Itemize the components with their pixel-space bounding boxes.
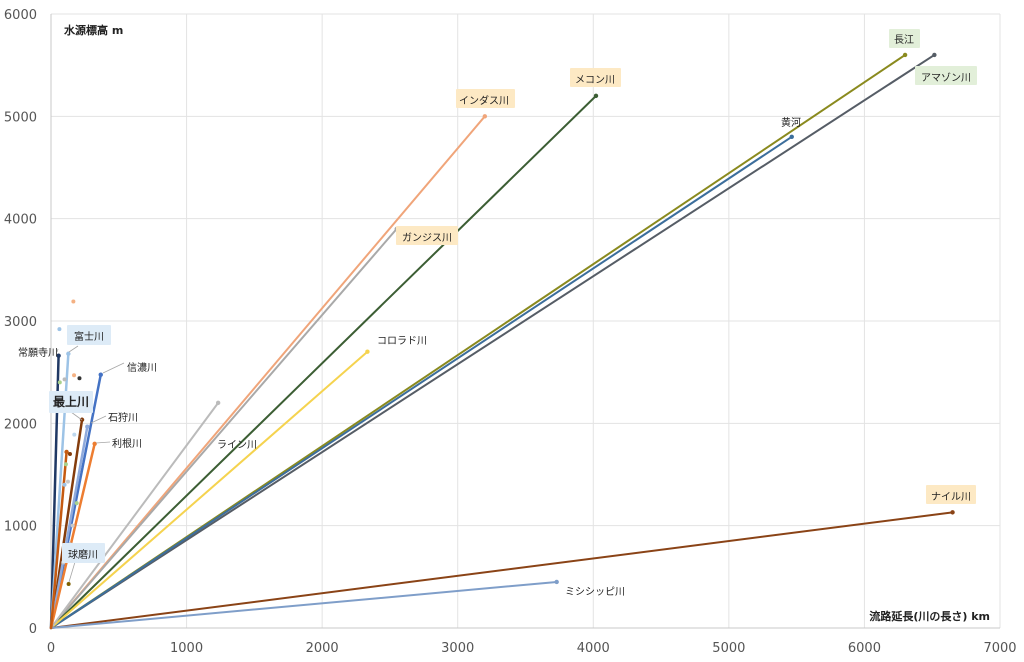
y-tick-label: 5000: [4, 110, 37, 125]
background-point: [57, 327, 62, 332]
label-leader-line: [68, 561, 76, 583]
y-tick-label: 6000: [4, 8, 37, 23]
series-label: 石狩川: [108, 411, 138, 424]
tick-layer: 0 1000 2000 3000 4000 5000 6000 7000 0 1000 2000 30…: [4, 8, 1017, 656]
series-endpoint: [950, 510, 955, 515]
series-line: [49, 442, 96, 630]
series-line: [50, 227, 398, 629]
x-tick-label: 7000: [983, 641, 1016, 656]
series-label: 富士川: [74, 330, 104, 343]
series-endpoint: [56, 353, 61, 358]
x-tick-label: 6000: [848, 641, 881, 656]
series-label: アマゾン川: [921, 72, 971, 84]
series-label: ガンジス川: [402, 232, 452, 244]
x-tick-label: 1000: [170, 641, 203, 656]
series-label: コロラド川: [377, 335, 427, 347]
series-label-box: [456, 89, 515, 108]
series-label-box: [915, 66, 977, 85]
x-axis-title: 流路延長(川の長さ) km: [869, 609, 990, 623]
series-label: 長江: [894, 34, 914, 46]
series-line: [50, 94, 597, 629]
series-label-box: [49, 391, 93, 413]
background-point: [66, 581, 71, 586]
background-point: [65, 479, 70, 484]
y-tick-label: 0: [29, 622, 37, 637]
series-label: インダス川: [459, 94, 509, 107]
series-label: ライン川: [217, 439, 257, 451]
series-label-box: [889, 29, 920, 48]
background-point: [74, 501, 79, 506]
background-point: [67, 452, 72, 457]
label-leader-line: [90, 415, 107, 424]
background-point: [71, 299, 76, 304]
x-tick-label: 2000: [306, 641, 339, 656]
series-endpoint: [593, 93, 599, 99]
background-point: [72, 373, 77, 378]
series-endpoint: [92, 441, 97, 446]
series-label: 球磨川: [68, 548, 98, 561]
series-line: [50, 115, 486, 629]
series-endpoint: [365, 349, 370, 354]
background-point: [63, 462, 68, 467]
label-leader-line: [56, 348, 59, 353]
x-tick-label: 4000: [577, 641, 610, 656]
series-label-box: [926, 485, 976, 504]
series-label: メコン川: [575, 75, 615, 86]
label-leader-line: [70, 411, 83, 421]
series-endpoint: [554, 579, 559, 585]
series-endpoint: [482, 114, 488, 119]
series-line: [49, 450, 68, 630]
series-endpoint: [98, 372, 103, 377]
x-tick-label: 5000: [712, 641, 745, 656]
grid-layer: [50, 13, 1001, 629]
x-tick-label: 0: [47, 641, 55, 656]
series-endpoint: [902, 52, 908, 58]
background-point: [62, 377, 67, 382]
series-label-box: [396, 226, 458, 245]
background-point: [57, 380, 62, 385]
series-label: 黄河: [781, 116, 801, 129]
series-label: 最上川: [53, 394, 89, 409]
series-label: ナイル川: [931, 491, 971, 503]
background-point: [72, 432, 77, 437]
series-line: [50, 511, 954, 629]
y-tick-label: 1000: [4, 520, 37, 535]
series-label: ミシシッピ川: [565, 586, 625, 598]
series-layer: [49, 52, 955, 630]
series-label: 利根川: [112, 437, 142, 450]
series-line: [49, 425, 89, 630]
y-tick-label: 3000: [4, 315, 37, 330]
y-tick-label: 4000: [4, 213, 37, 228]
series-endpoint: [215, 400, 221, 406]
series-endpoint: [85, 424, 90, 429]
label-leader-line: [102, 362, 125, 374]
label-leader-line: [95, 441, 111, 444]
series-label-box: [570, 68, 621, 87]
series-line: [50, 53, 936, 629]
series-label-box: [62, 543, 105, 563]
y-axis-title: 水源標高 m: [64, 23, 123, 37]
series-label: 常願寺川: [18, 346, 58, 359]
label-leader-line: [68, 345, 79, 353]
series-line: [50, 350, 369, 629]
y-tick-label: 2000: [4, 417, 37, 432]
series-endpoint: [66, 351, 71, 356]
series-label: 信濃川: [127, 361, 157, 374]
background-point: [77, 376, 82, 381]
series-line: [50, 580, 558, 629]
series-line: [50, 401, 220, 629]
background-point: [62, 482, 67, 487]
series-endpoint: [64, 449, 69, 455]
series-endpoint: [789, 134, 794, 139]
background-point: [70, 523, 75, 528]
x-tick-label: 3000: [441, 641, 474, 656]
series-line: [50, 135, 793, 629]
series-endpoint: [932, 52, 937, 58]
series-label-box: [67, 325, 111, 345]
